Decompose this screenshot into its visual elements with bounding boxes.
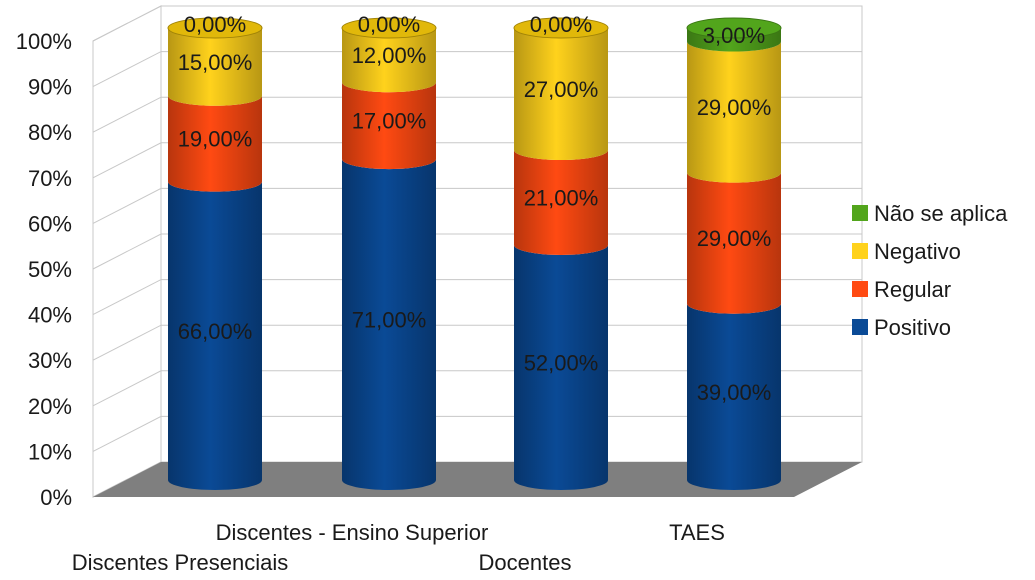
legend-swatch <box>852 281 868 297</box>
legend-swatch <box>852 243 868 259</box>
y-tick-label: 20% <box>28 394 72 419</box>
data-label: 0,00% <box>358 12 420 37</box>
x-tick-label: Docentes <box>479 550 572 575</box>
y-axis-ticks: 0% 10% 20% 30% 40% 50% 60% 70% 80% 90% 100% <box>16 29 72 510</box>
data-label: 21,00% <box>524 186 599 211</box>
data-label: 19,00% <box>178 127 253 152</box>
y-tick-label: 100% <box>16 29 72 54</box>
x-tick-label: Discentes Presenciais <box>72 550 288 575</box>
legend-label: Negativo <box>874 239 961 264</box>
data-label: 52,00% <box>524 350 599 375</box>
y-tick-label: 90% <box>28 75 72 100</box>
y-tick-label: 60% <box>28 211 72 236</box>
data-label: 17,00% <box>352 109 427 134</box>
legend-item-negativo: Negativo <box>852 239 961 264</box>
data-label: 29,00% <box>697 226 772 251</box>
data-label: 27,00% <box>524 77 599 102</box>
data-label: 3,00% <box>703 23 765 48</box>
y-tick-label: 80% <box>28 120 72 145</box>
data-label: 15,00% <box>178 50 253 75</box>
legend-label: Positivo <box>874 315 951 340</box>
legend-swatch <box>852 205 868 221</box>
legend-item-positivo: Positivo <box>852 315 951 340</box>
data-label: 0,00% <box>530 12 592 37</box>
y-tick-label: 0% <box>40 485 72 510</box>
y-tick-label: 50% <box>28 257 72 282</box>
bar-discentes-presenciais <box>168 18 262 490</box>
bar-discentes-ensino-superior <box>342 18 436 490</box>
data-label: 29,00% <box>697 95 772 120</box>
legend-item-regular: Regular <box>852 277 951 302</box>
y-tick-label: 70% <box>28 166 72 191</box>
legend-label: Não se aplica <box>874 201 1008 226</box>
legend-label: Regular <box>874 277 951 302</box>
legend-swatch <box>852 319 868 335</box>
data-label: 71,00% <box>352 308 427 333</box>
data-label: 66,00% <box>178 319 253 344</box>
x-axis-ticks: Discentes Presenciais Discentes - Ensino … <box>72 520 725 575</box>
data-label: 0,00% <box>184 12 246 37</box>
y-tick-label: 40% <box>28 303 72 328</box>
bar-taes <box>687 18 781 490</box>
data-label: 39,00% <box>697 380 772 405</box>
legend: Não se aplica Negativo Regular Positivo <box>852 201 1008 340</box>
data-label: 12,00% <box>352 43 427 68</box>
x-tick-label: TAES <box>669 520 725 545</box>
x-tick-label: Discentes - Ensino Superior <box>216 520 489 545</box>
y-tick-label: 30% <box>28 348 72 373</box>
y-tick-label: 10% <box>28 439 72 464</box>
legend-item-nao-se-aplica: Não se aplica <box>852 201 1008 226</box>
